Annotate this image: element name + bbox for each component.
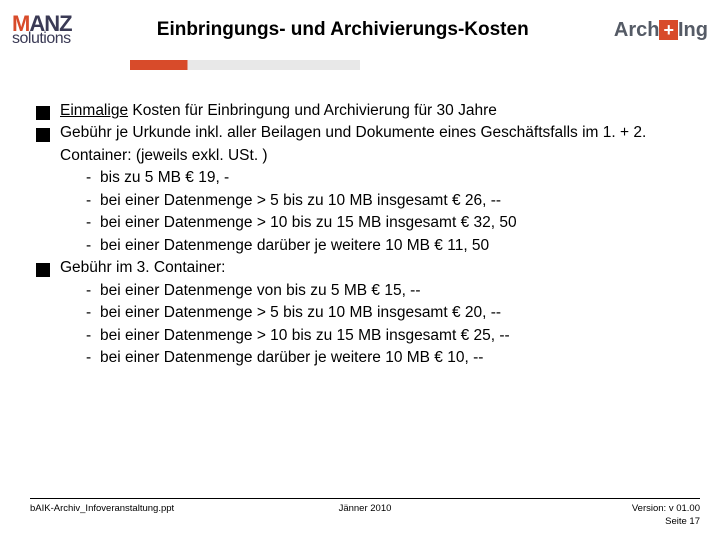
bullet-3: Gebühr im 3. Container: bei einer Datenm…: [60, 257, 690, 369]
header: MANZ solutions Einbringungs- und Archivi…: [0, 0, 720, 60]
logo-arching: Arch+Ing: [614, 19, 708, 42]
bullet-1: Einmalige Kosten für Einbringung und Arc…: [60, 100, 690, 122]
list-item: bei einer Datenmenge > 5 bis zu 10 MB in…: [86, 302, 690, 324]
bullet-2-sublist: bis zu 5 MB € 19, - bei einer Datenmenge…: [86, 167, 690, 257]
list-item: bei einer Datenmenge > 5 bis zu 10 MB in…: [86, 190, 690, 212]
list-item: bei einer Datenmenge > 10 bis zu 15 MB i…: [86, 325, 690, 347]
logo-manz: MANZ solutions: [12, 14, 72, 46]
list-item: bei einer Datenmenge > 10 bis zu 15 MB i…: [86, 212, 690, 234]
list-item: bei einer Datenmenge darüber je weitere …: [86, 235, 690, 257]
footer: bAIK-Archiv_Infoveranstaltung.ppt Jänner…: [30, 498, 700, 528]
bullet-3-sublist: bei einer Datenmenge von bis zu 5 MB € 1…: [86, 280, 690, 370]
list-item: bei einer Datenmenge von bis zu 5 MB € 1…: [86, 280, 690, 302]
slide-title: Einbringungs- und Archivierungs-Kosten: [72, 19, 614, 41]
plus-icon: +: [659, 20, 678, 40]
content: Einmalige Kosten für Einbringung und Arc…: [0, 100, 720, 370]
list-item: bis zu 5 MB € 19, -: [86, 167, 690, 189]
decor-bar: [130, 60, 360, 70]
logo-manz-sub: solutions: [12, 32, 72, 46]
list-item: bei einer Datenmenge darüber je weitere …: [86, 347, 690, 369]
bullet-2: Gebühr je Urkunde inkl. aller Beilagen u…: [60, 122, 690, 257]
footer-center: Jänner 2010: [30, 503, 700, 514]
